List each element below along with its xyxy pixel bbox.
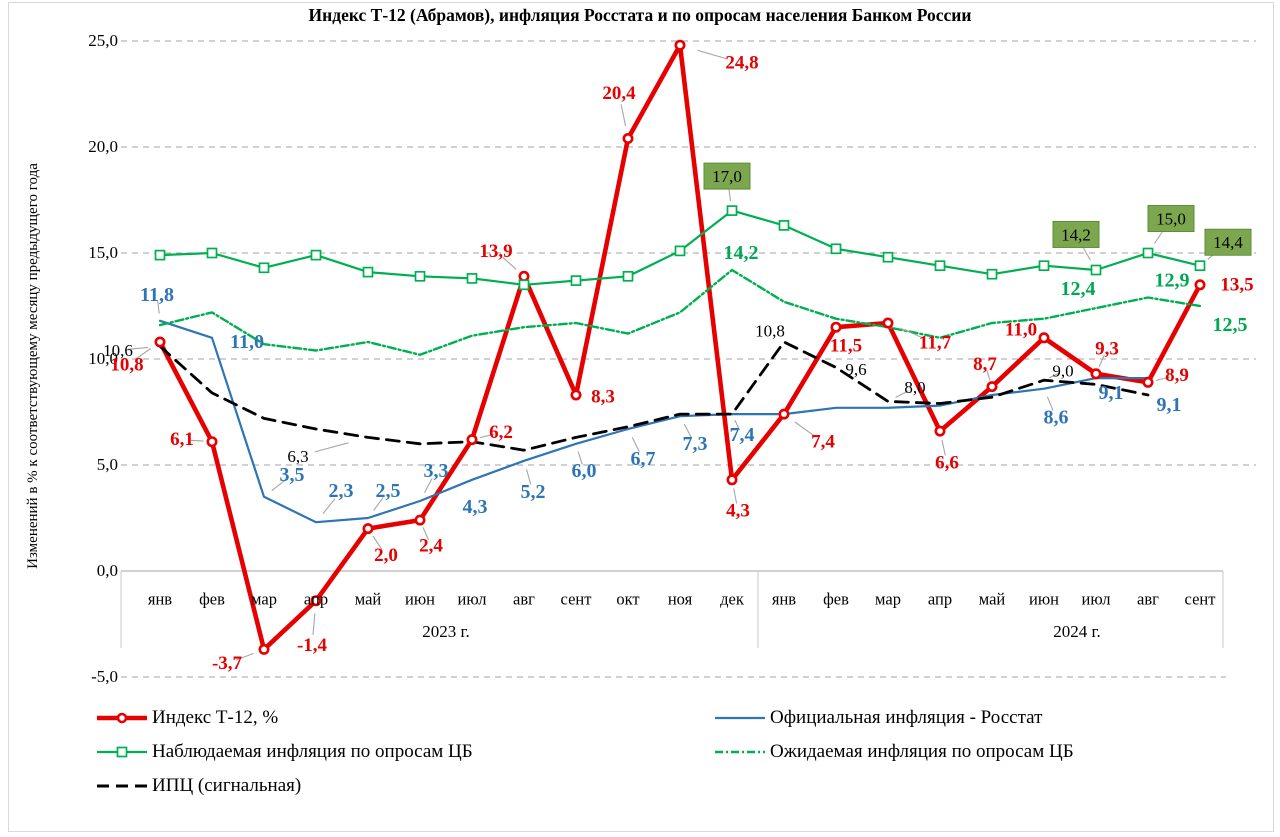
legend-label-observed: Наблюдаемая инфляция по опросам ЦБ: [152, 741, 473, 762]
svg-text:ноя: ноя: [668, 590, 693, 609]
svg-text:янв: янв: [772, 590, 796, 609]
svg-text:13,5: 13,5: [1220, 274, 1253, 295]
legend-item-rosstat: Официальная инфляция - Росстат: [713, 705, 1042, 731]
svg-text:фев: фев: [199, 590, 225, 609]
legend-item-expected: Ожидаемая инфляция по опросам ЦБ: [713, 739, 1074, 765]
svg-text:янв: янв: [148, 590, 172, 609]
svg-text:2,3: 2,3: [329, 480, 354, 502]
svg-text:10,8: 10,8: [755, 322, 785, 341]
svg-text:авг: авг: [1137, 590, 1159, 609]
svg-text:сент: сент: [1185, 590, 1216, 609]
svg-text:11,0: 11,0: [1005, 319, 1037, 340]
svg-text:6,3: 6,3: [287, 447, 308, 466]
svg-text:2,5: 2,5: [376, 480, 401, 502]
svg-text:3,5: 3,5: [280, 464, 305, 486]
svg-text:8,3: 8,3: [591, 387, 615, 408]
expected-dashline-icon: [713, 741, 767, 763]
svg-text:окт: окт: [616, 590, 639, 609]
svg-text:дек: дек: [720, 590, 745, 609]
svg-text:11,5: 11,5: [830, 336, 862, 357]
svg-text:6,0: 6,0: [572, 460, 597, 482]
chart-border: [8, 2, 1274, 832]
svg-text:24,8: 24,8: [725, 53, 758, 74]
svg-text:7,4: 7,4: [730, 424, 755, 446]
svg-text:июн: июн: [405, 590, 435, 609]
y-tick-label: 5,0: [96, 455, 118, 474]
legend-label-expected: Ожидаемая инфляция по опросам ЦБ: [770, 741, 1074, 762]
svg-text:6,7: 6,7: [631, 448, 656, 470]
svg-text:-3,7: -3,7: [212, 653, 243, 674]
svg-text:4,3: 4,3: [726, 500, 750, 521]
svg-text:12,4: 12,4: [1061, 278, 1096, 300]
svg-text:сент: сент: [561, 590, 592, 609]
svg-text:10,8: 10,8: [110, 355, 143, 376]
legend-item-observed: Наблюдаемая инфляция по опросам ЦБ: [95, 739, 473, 765]
svg-text:8,0: 8,0: [904, 378, 925, 397]
svg-text:мар: мар: [875, 590, 901, 609]
svg-text:8,6: 8,6: [1044, 407, 1069, 429]
svg-text:10,6: 10,6: [103, 341, 133, 360]
chart-title: Индекс Т-12 (Абрамов), инфляция Росстата…: [308, 5, 972, 25]
svg-text:15,0: 15,0: [1156, 210, 1186, 229]
svg-text:12,5: 12,5: [1213, 314, 1248, 336]
svg-text:5,2: 5,2: [521, 481, 546, 503]
y-tick-label: 15,0: [88, 243, 118, 262]
svg-text:-1,4: -1,4: [297, 635, 328, 656]
svg-text:9,1: 9,1: [1099, 382, 1124, 404]
svg-text:7,4: 7,4: [811, 432, 835, 453]
svg-text:9,1: 9,1: [1157, 394, 1182, 416]
ipc-dashline-icon: [95, 775, 149, 797]
svg-text:11,8: 11,8: [140, 284, 174, 306]
svg-text:11,0: 11,0: [230, 331, 264, 353]
svg-text:2,0: 2,0: [374, 545, 398, 566]
svg-text:июл: июл: [458, 590, 487, 609]
svg-text:14,2: 14,2: [1061, 225, 1091, 244]
svg-text:20,4: 20,4: [602, 83, 636, 104]
svg-text:фев: фев: [823, 590, 849, 609]
svg-text:9,6: 9,6: [845, 360, 866, 379]
legend-label-t12: Индекс Т-12, %: [152, 707, 279, 728]
svg-text:17,0: 17,0: [712, 167, 742, 186]
svg-text:май: май: [979, 590, 1006, 609]
svg-text:12,9: 12,9: [1155, 270, 1190, 292]
svg-text:7,3: 7,3: [683, 433, 708, 455]
y-tick-label: 20,0: [88, 137, 118, 156]
svg-text:11,7: 11,7: [919, 332, 952, 353]
svg-text:9,0: 9,0: [1052, 362, 1073, 381]
year-label-2023: 2023 г.: [422, 622, 470, 641]
observed-line-marker-icon: [95, 741, 149, 763]
y-tick-label: 0,0: [96, 561, 118, 580]
svg-text:мар: мар: [251, 590, 277, 609]
svg-text:4,3: 4,3: [463, 496, 488, 518]
legend-item-ipc: ИПЦ (сигнальная): [95, 773, 301, 799]
svg-text:8,9: 8,9: [1165, 365, 1189, 386]
svg-text:9,3: 9,3: [1095, 338, 1119, 359]
svg-text:13,9: 13,9: [479, 241, 512, 262]
legend-item-t12: Индекс Т-12, %: [95, 705, 278, 731]
svg-text:8,7: 8,7: [973, 354, 997, 375]
svg-text:июн: июн: [1029, 590, 1059, 609]
svg-text:2,4: 2,4: [419, 536, 443, 557]
legend-label-ipc: ИПЦ (сигнальная): [152, 775, 302, 796]
svg-text:6,6: 6,6: [935, 453, 959, 474]
svg-text:май: май: [355, 590, 382, 609]
svg-text:6,1: 6,1: [170, 429, 194, 450]
legend-label-rosstat: Официальная инфляция - Росстат: [770, 707, 1043, 728]
svg-text:авг: авг: [513, 590, 535, 609]
svg-text:14,2: 14,2: [724, 242, 759, 264]
y-tick-label: -5,0: [91, 667, 118, 686]
svg-text:апр: апр: [304, 590, 328, 609]
svg-text:14,4: 14,4: [1213, 233, 1243, 252]
svg-text:3,3: 3,3: [424, 460, 449, 482]
y-tick-label: 10,0: [88, 349, 118, 368]
rosstat-line-icon: [713, 707, 767, 729]
y-tick-label: 25,0: [88, 31, 118, 50]
svg-text:июл: июл: [1082, 590, 1111, 609]
t12-line-marker-icon: [95, 707, 149, 729]
year-label-2024: 2024 г.: [1053, 622, 1101, 641]
svg-text:апр: апр: [928, 590, 952, 609]
svg-text:6,2: 6,2: [489, 422, 513, 443]
